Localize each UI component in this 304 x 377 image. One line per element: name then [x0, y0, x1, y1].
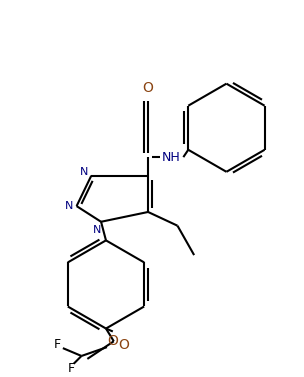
- Text: F: F: [68, 362, 75, 375]
- Text: N: N: [64, 201, 73, 211]
- Text: O: O: [107, 334, 118, 348]
- Text: O: O: [143, 81, 154, 95]
- Text: F: F: [54, 338, 60, 351]
- Text: N: N: [93, 225, 101, 234]
- Text: N: N: [80, 167, 88, 177]
- Text: O: O: [118, 338, 129, 352]
- Text: NH: NH: [162, 151, 181, 164]
